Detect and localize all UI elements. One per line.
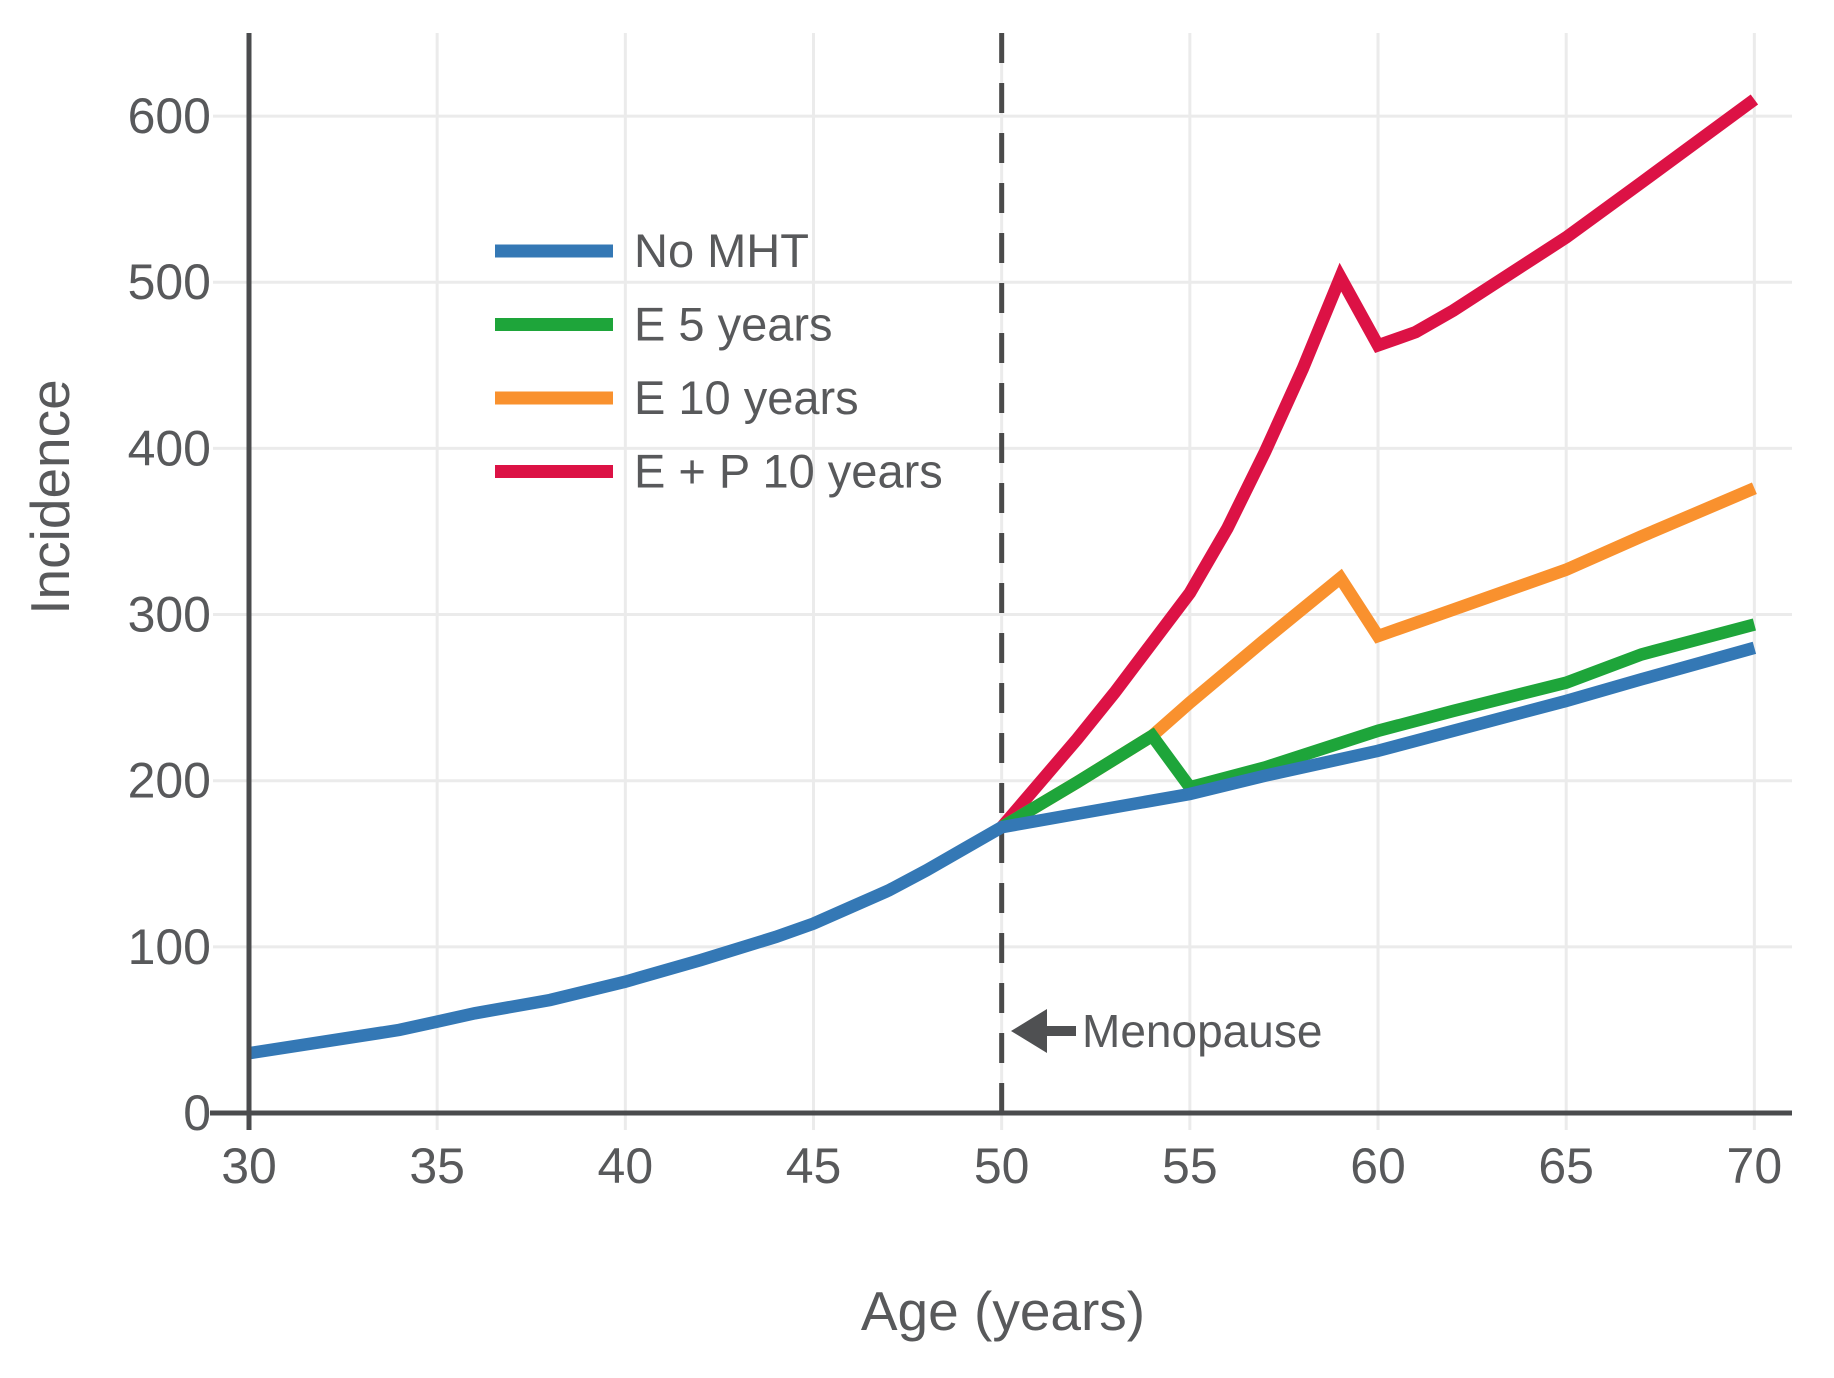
legend-swatch-e-p-10-years	[495, 465, 613, 478]
x-tick-label: 30	[221, 1138, 277, 1194]
legend-label-e-p-10-years: E + P 10 years	[634, 445, 943, 498]
series-line-e-5-years	[998, 618, 1757, 833]
x-tick-label: 65	[1538, 1138, 1594, 1194]
legend-label-no-mht: No MHT	[634, 224, 809, 277]
x-tick-label: 45	[786, 1138, 842, 1194]
y-tick-label: 500	[128, 254, 211, 310]
left-arrow-shaft	[1042, 1026, 1076, 1036]
x-tick-label: 50	[974, 1138, 1030, 1194]
gridlines	[213, 33, 1792, 1130]
y-tick-label: 0	[183, 1085, 211, 1141]
legend-swatch-e-10-years	[495, 391, 613, 405]
y-tick-label: 200	[128, 753, 211, 809]
x-tick-label: 55	[1162, 1138, 1218, 1194]
legend: No MHT E 5 years E 10 years E + P 10 years	[495, 224, 943, 498]
legend-swatch-no-mht	[495, 244, 613, 258]
y-tick-label: 400	[128, 420, 211, 476]
series-line-no-mht	[248, 641, 1757, 1060]
legend-swatch-e-5-years	[495, 318, 613, 331]
x-tick-label: 35	[409, 1138, 465, 1194]
y-tick-label: 300	[128, 587, 211, 643]
axes	[210, 33, 1792, 1130]
series-line-e-p-10-years	[996, 94, 1759, 832]
tick-labels: 30 35 40 45 50 55 60 65 70 0 100 200 300 400 500 600	[128, 88, 1783, 1194]
y-axis-title: Incidence	[19, 379, 81, 614]
x-axis-title: Age (years)	[861, 1280, 1145, 1342]
legend-label-e-5-years: E 5 years	[634, 298, 833, 351]
left-arrow-icon	[1011, 1009, 1047, 1053]
legend-label-e-10-years: E 10 years	[634, 371, 859, 424]
x-tick-label: 70	[1727, 1138, 1783, 1194]
x-tick-label: 40	[598, 1138, 654, 1194]
series-lines	[248, 94, 1759, 1060]
x-tick-label: 60	[1350, 1138, 1406, 1194]
menopause-annotation-text: Menopause	[1082, 1005, 1322, 1057]
y-tick-label: 600	[128, 88, 211, 144]
y-tick-label: 100	[128, 919, 211, 975]
menopause-annotation: Menopause	[1011, 1005, 1322, 1057]
